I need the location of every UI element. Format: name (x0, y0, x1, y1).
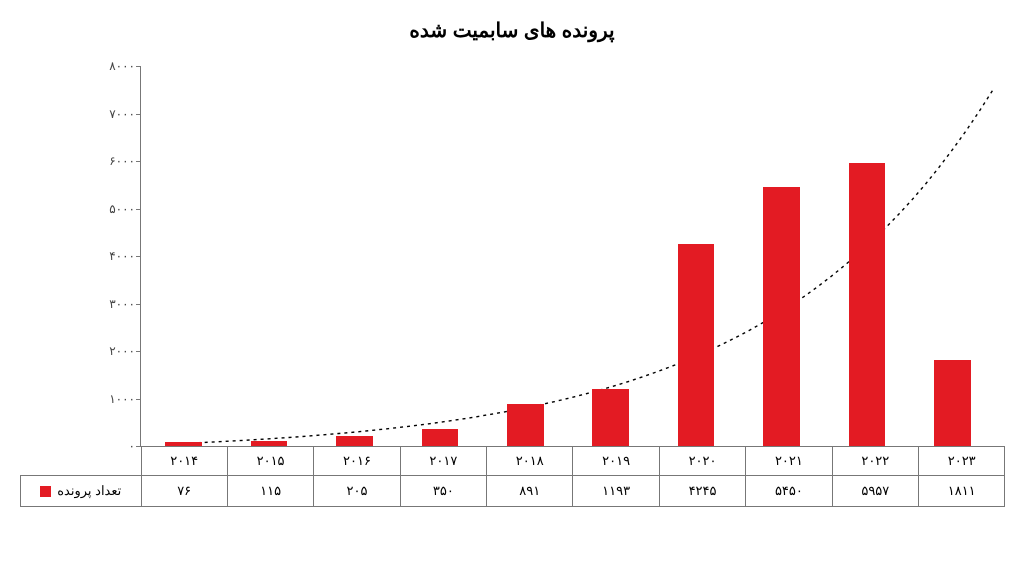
legend-cell: تعداد پرونده (21, 476, 142, 507)
table-cell-value: ۱۸۱۱ (919, 476, 1005, 507)
table-cell-value: ۷۶ (141, 476, 227, 507)
table-cell-value: ۱۱۹۳ (573, 476, 659, 507)
table-cell-value: ۲۰۵ (314, 476, 400, 507)
bar (336, 436, 373, 446)
plot-area: ۰۱۰۰۰۲۰۰۰۳۰۰۰۴۰۰۰۵۰۰۰۶۰۰۰۷۰۰۰۸۰۰۰ (140, 66, 995, 447)
table-cell-category: ۲۰۱۵ (227, 447, 313, 476)
bar (507, 404, 544, 446)
bar (678, 244, 715, 446)
table-cell-blank (21, 447, 142, 476)
table-cell-category: ۲۰۲۲ (832, 447, 918, 476)
table-cell-category: ۲۰۱۸ (487, 447, 573, 476)
table-cell-value: ۵۴۵۰ (746, 476, 832, 507)
table-cell-value: ۵۹۵۷ (832, 476, 918, 507)
table-cell-value: ۸۹۱ (487, 476, 573, 507)
legend-label: تعداد پرونده (57, 483, 121, 498)
table-cell-value: ۴۲۴۵ (659, 476, 745, 507)
legend-swatch (40, 486, 51, 497)
table-cell-category: ۲۰۱۹ (573, 447, 659, 476)
bar (422, 429, 459, 446)
chart-title: پرونده های سابمیت شده (0, 18, 1024, 43)
data-table: ۲۰۱۴۲۰۱۵۲۰۱۶۲۰۱۷۲۰۱۸۲۰۱۹۲۰۲۰۲۰۲۱۲۰۲۲۲۰۲۳… (20, 446, 1005, 507)
bar (934, 360, 971, 446)
y-tick-mark (136, 256, 141, 257)
y-tick-mark (136, 114, 141, 115)
table-cell-category: ۲۰۲۱ (746, 447, 832, 476)
table-row-values: تعداد پرونده ۷۶۱۱۵۲۰۵۳۵۰۸۹۱۱۱۹۳۴۲۴۵۵۴۵۰۵۹… (21, 476, 1005, 507)
bar (849, 163, 886, 446)
y-tick-mark (136, 66, 141, 67)
bar (763, 187, 800, 446)
chart-container: پرونده های سابمیت شده ۰۱۰۰۰۲۰۰۰۳۰۰۰۴۰۰۰۵… (0, 0, 1024, 576)
y-tick-mark (136, 351, 141, 352)
table-cell-category: ۲۰۱۶ (314, 447, 400, 476)
table-cell-category: ۲۰۱۴ (141, 447, 227, 476)
y-tick-mark (136, 304, 141, 305)
bar (592, 389, 629, 446)
table-cell-category: ۲۰۱۷ (400, 447, 486, 476)
table-row-categories: ۲۰۱۴۲۰۱۵۲۰۱۶۲۰۱۷۲۰۱۸۲۰۱۹۲۰۲۰۲۰۲۱۲۰۲۲۲۰۲۳ (21, 447, 1005, 476)
table-cell-category: ۲۰۲۰ (659, 447, 745, 476)
y-tick-mark (136, 161, 141, 162)
table-cell-category: ۲۰۲۳ (919, 447, 1005, 476)
y-tick-mark (136, 399, 141, 400)
table-cell-value: ۱۱۵ (227, 476, 313, 507)
table-cell-value: ۳۵۰ (400, 476, 486, 507)
y-tick-mark (136, 209, 141, 210)
